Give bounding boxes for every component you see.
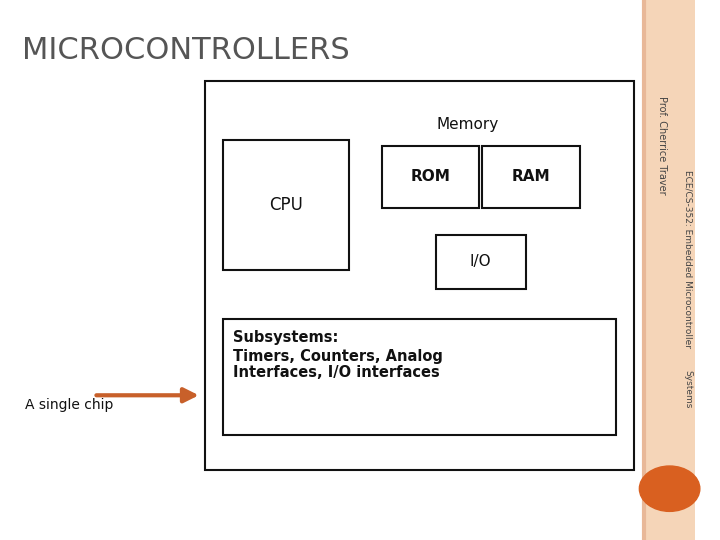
Circle shape: [639, 466, 700, 511]
Bar: [482, 146, 580, 208]
Text: MICROCONTROLLERS: MICROCONTROLLERS: [22, 36, 349, 65]
Text: ECE/CS-352: Embedded Microcontroller: ECE/CS-352: Embedded Microcontroller: [683, 170, 692, 348]
Bar: [436, 235, 526, 289]
Text: Memory: Memory: [437, 117, 499, 132]
Text: Systems: Systems: [683, 369, 692, 408]
Text: CPU: CPU: [269, 196, 303, 214]
Bar: [382, 146, 479, 208]
Text: Prof. Cherrice Traver: Prof. Cherrice Traver: [657, 97, 667, 195]
Text: Timers, Counters, Analog: Timers, Counters, Analog: [233, 349, 442, 364]
Text: A single chip: A single chip: [25, 398, 114, 412]
Bar: [644, 0, 695, 540]
Bar: [205, 81, 634, 470]
Text: RAM: RAM: [512, 170, 550, 184]
Text: Interfaces, I/O interfaces: Interfaces, I/O interfaces: [233, 365, 439, 380]
Bar: [223, 140, 349, 270]
Text: Subsystems:: Subsystems:: [233, 330, 338, 345]
Bar: [223, 319, 616, 435]
Text: I/O: I/O: [469, 254, 492, 269]
Text: ROM: ROM: [410, 170, 450, 184]
